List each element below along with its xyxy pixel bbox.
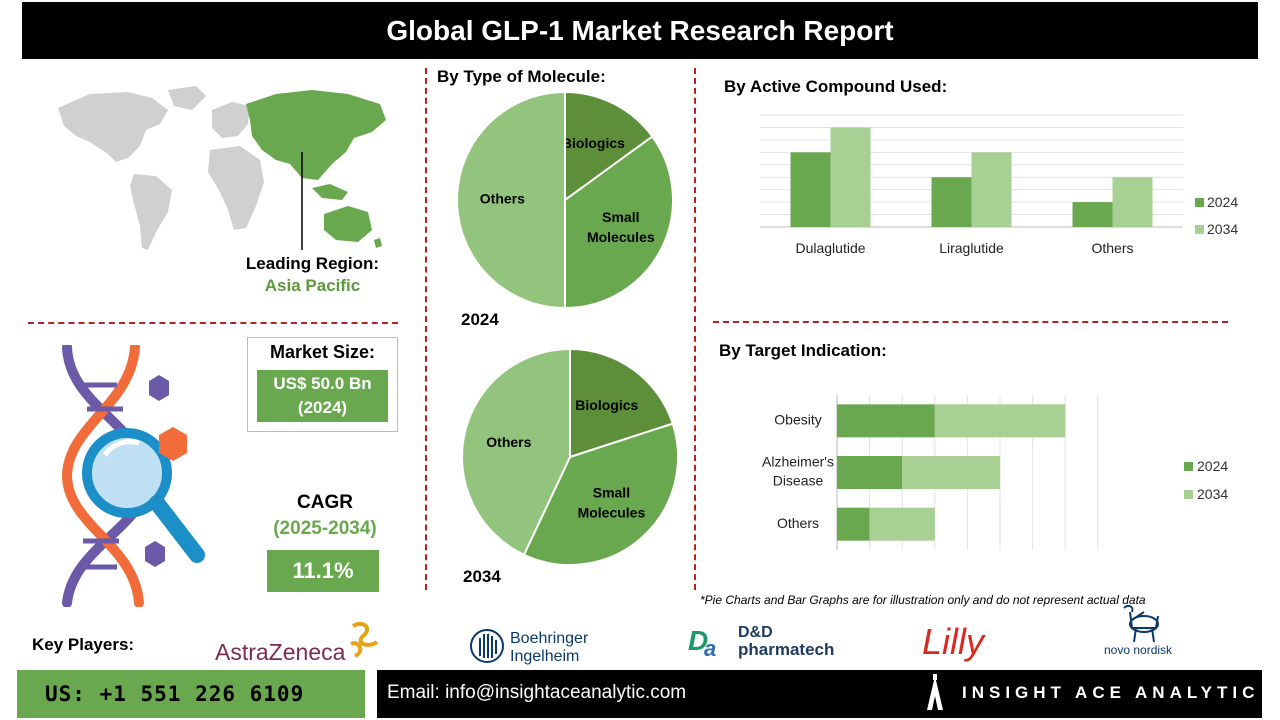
map-south-america bbox=[130, 174, 172, 250]
bar-obesity-2034 bbox=[934, 404, 1066, 438]
bar-liraglutide-2034 bbox=[971, 152, 1012, 227]
x-tick-label-liraglutide: Liraglutide bbox=[939, 240, 1004, 256]
indication-section-title: By Target Indication: bbox=[719, 341, 887, 360]
svg-text:D: D bbox=[688, 625, 708, 656]
svg-text:novo nordisk: novo nordisk bbox=[1104, 643, 1173, 657]
leading-region-label: Leading Region: bbox=[245, 254, 380, 273]
astrazeneca-logo-text: AstraZeneca bbox=[215, 639, 346, 665]
bar-others-2034 bbox=[1112, 177, 1153, 227]
chart-footnote: *Pie Charts and Bar Graphs are for illus… bbox=[700, 593, 1146, 607]
market-size-label: Market Size: bbox=[269, 342, 376, 362]
map-asia bbox=[246, 90, 386, 180]
dd-pharmatech-logo: D a D&D pharmatech bbox=[688, 624, 834, 661]
pie-chart-2024: Biologics Small Molecules Others bbox=[456, 90, 674, 310]
svg-text:Boehringer: Boehringer bbox=[510, 630, 589, 647]
svg-text:D&D: D&D bbox=[738, 624, 773, 641]
market-size-year: (2024) bbox=[297, 398, 348, 417]
bar-alzheimers-disease-2034 bbox=[902, 456, 1000, 489]
brand-name: INSIGHT ACE ANALYTIC bbox=[962, 683, 1260, 702]
pie-label-others: Others bbox=[480, 191, 525, 207]
cagr-value: 11.1% bbox=[267, 550, 379, 592]
hexagon-bottom bbox=[145, 541, 165, 567]
contact-bar: Email: info@insightaceanalytic.com INSIG… bbox=[377, 670, 1262, 718]
y-tick-label-alzheimers-disease: Alzheimer's Disease bbox=[762, 454, 834, 489]
pie-year-2034: 2034 bbox=[463, 567, 501, 586]
map-greenland bbox=[168, 86, 206, 110]
pie-slice-small-molecules bbox=[564, 135, 674, 310]
legend-swatch-2024 bbox=[1184, 462, 1193, 471]
compound-bar-chart: Dulaglutide Liraglutide Others 2024 2034 bbox=[760, 114, 1238, 256]
legend-swatch-2034 bbox=[1184, 490, 1193, 499]
pie-label-small-molecules: Small Molecules bbox=[578, 485, 646, 521]
world-map bbox=[58, 86, 386, 250]
legend-label-2034: 2034 bbox=[1197, 486, 1228, 502]
market-size-value: US$ 50.0 Bn (2024) bbox=[257, 370, 388, 422]
map-europe bbox=[212, 102, 250, 138]
magnifier-handle bbox=[149, 495, 205, 563]
brand-logo-icon bbox=[927, 674, 943, 710]
indication-bar-chart: Obesity Alzheimer's Disease Others 2024 2034 bbox=[762, 395, 1228, 550]
novo-nordisk-logo: novo nordisk bbox=[1104, 604, 1173, 657]
x-tick-label-others: Others bbox=[1091, 240, 1133, 256]
bar-others-2034 bbox=[869, 507, 935, 541]
pie-slice-biologics bbox=[564, 90, 654, 202]
pie-slice-small-molecules bbox=[522, 422, 679, 566]
market-size-box: Market Size: US$ 50.0 Bn (2024) bbox=[247, 337, 398, 432]
legend-swatch-2024 bbox=[1195, 198, 1204, 207]
email-contact[interactable]: Email: info@insightaceanalytic.com bbox=[387, 682, 687, 703]
hexagon-orange bbox=[159, 427, 187, 461]
molecule-section-title: By Type of Molecule: bbox=[437, 67, 606, 86]
map-north-america bbox=[58, 92, 168, 162]
legend-label-2024: 2024 bbox=[1197, 458, 1228, 474]
svg-text:a: a bbox=[704, 636, 716, 661]
pie-label-biologics: Biologics bbox=[575, 397, 638, 413]
y-tick-label-others: Others bbox=[777, 515, 819, 531]
map-australia bbox=[324, 206, 372, 242]
bar-others-2024 bbox=[837, 507, 870, 541]
map-se-asia bbox=[312, 184, 348, 200]
lilly-logo: Lilly bbox=[922, 621, 986, 662]
divider-left-horizontal bbox=[28, 322, 398, 324]
phone-contact[interactable]: US: +1 551 226 6109 bbox=[17, 670, 365, 718]
divider-right-horizontal bbox=[713, 321, 1228, 323]
cagr-period: (2025-2034) bbox=[273, 518, 377, 539]
bar-others-2024 bbox=[1072, 202, 1113, 227]
bar-dulaglutide-2034 bbox=[830, 127, 871, 227]
report-title: Global GLP-1 Market Research Report bbox=[22, 2, 1258, 59]
bar-liraglutide-2024 bbox=[931, 177, 972, 227]
market-size-amount: US$ 50.0 Bn bbox=[273, 374, 372, 393]
astrazeneca-emblem bbox=[350, 621, 379, 658]
divider-right bbox=[694, 68, 696, 590]
legend-label-2034: 2034 bbox=[1207, 221, 1238, 237]
svg-text:Lilly: Lilly bbox=[922, 621, 986, 662]
svg-text:pharmatech: pharmatech bbox=[738, 640, 834, 659]
divider-left bbox=[425, 68, 427, 590]
map-africa bbox=[208, 146, 264, 230]
cagr-label: CAGR bbox=[297, 492, 353, 513]
pie-label-small-molecules: Small Molecules bbox=[587, 209, 655, 245]
pie-slice-others bbox=[456, 90, 566, 310]
pie-year-2024: 2024 bbox=[461, 310, 499, 329]
pie-chart-2034: Biologics Small Molecules Others bbox=[461, 347, 679, 566]
pie-slice-others bbox=[461, 347, 571, 557]
pie-slice-biologics bbox=[569, 347, 674, 459]
dna-strand-orange bbox=[61, 345, 144, 607]
compound-section-title: By Active Compound Used: bbox=[724, 77, 948, 96]
boehringer-logo: Boehringer Ingelheim bbox=[470, 629, 589, 665]
key-players-label: Key Players: bbox=[32, 635, 135, 654]
hexagon-top bbox=[149, 375, 169, 401]
bar-dulaglutide-2024 bbox=[790, 152, 831, 227]
y-tick-label-obesity: Obesity bbox=[774, 412, 821, 428]
x-tick-label-dulaglutide: Dulaglutide bbox=[795, 240, 865, 256]
leading-region-value: Asia Pacific bbox=[264, 276, 361, 295]
dna-magnifier-illustration bbox=[61, 345, 205, 607]
astrazeneca-logo: AstraZeneca bbox=[215, 621, 379, 665]
bar-alzheimers-disease-2024 bbox=[837, 456, 903, 489]
legend-swatch-2034 bbox=[1195, 225, 1204, 234]
svg-text:Ingelheim: Ingelheim bbox=[510, 648, 579, 665]
legend-label-2024: 2024 bbox=[1207, 194, 1238, 210]
pie-label-biologics: Biologics bbox=[562, 135, 625, 151]
pie-label-others: Others bbox=[486, 434, 531, 450]
bar-obesity-2024 bbox=[837, 404, 935, 438]
